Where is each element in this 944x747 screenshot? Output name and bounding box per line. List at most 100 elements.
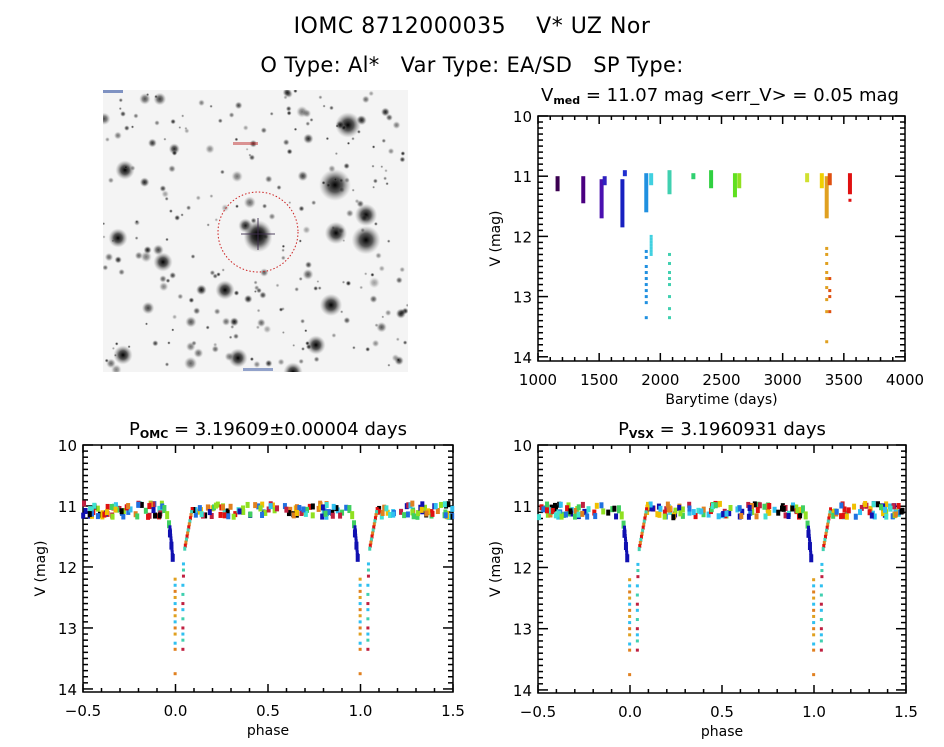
- phase-omc-y-tick-label: 11: [58, 498, 77, 516]
- star: [391, 354, 400, 362]
- phase-vsx-point: [762, 503, 767, 510]
- phase-vsx-x-tick-label: 0.0: [618, 703, 642, 721]
- phase-vsx-eclipse-point: [819, 627, 823, 631]
- star: [205, 144, 215, 154]
- star: [371, 164, 375, 168]
- phase-vsx-eclipse-point: [808, 547, 812, 552]
- phase-omc-point: [320, 504, 325, 511]
- star: [249, 357, 254, 362]
- star: [341, 280, 346, 284]
- phase-omc-eclipse-point: [181, 562, 185, 566]
- star: [147, 138, 157, 148]
- phase-vsx-eclipse-point: [628, 633, 632, 637]
- star: [360, 214, 369, 222]
- phase-vsx-point: [863, 500, 868, 507]
- lightcurve-point: [825, 298, 829, 302]
- phase-omc-eclipse-point: [173, 641, 177, 645]
- phase-omc-eclipse-point: [356, 555, 360, 560]
- phase-vsx-point: [881, 510, 886, 517]
- phase-vsx-point: [541, 506, 546, 513]
- star: [351, 188, 355, 192]
- phase-omc-eclipse-point: [372, 522, 376, 527]
- star: [130, 125, 135, 129]
- phase-omc-point: [218, 511, 223, 518]
- star: [256, 318, 266, 328]
- lightcurve-point-group: [805, 173, 810, 183]
- phase-omc-eclipse-point: [358, 577, 362, 581]
- phase-vsx-eclipse-point: [820, 562, 824, 566]
- lightcurve-point: [825, 340, 829, 344]
- star: [139, 177, 150, 188]
- star: [384, 309, 392, 317]
- phase-omc-point: [324, 513, 329, 520]
- phase-vsx-eclipse-point: [623, 528, 627, 533]
- lightcurve-point: [828, 289, 832, 293]
- star: [103, 222, 106, 226]
- finder-chart: [103, 90, 408, 372]
- phase-vsx-eclipse-point: [809, 553, 813, 558]
- star: [282, 90, 292, 97]
- star: [228, 335, 233, 340]
- phase-omc-eclipse-point: [355, 544, 359, 549]
- star: [164, 362, 170, 367]
- star: [159, 275, 167, 283]
- phase-vsx-point: [882, 506, 887, 513]
- star: [351, 136, 355, 141]
- phase-omc-eclipse-point: [347, 505, 352, 514]
- star: [127, 345, 131, 349]
- star: [402, 340, 408, 345]
- phase-omc-eclipse-point: [168, 528, 172, 533]
- phase-omc-y-tick-label: 10: [58, 437, 77, 455]
- phase-vsx-point: [696, 507, 701, 514]
- phase-vsx-eclipse-point: [643, 513, 647, 518]
- star: [154, 120, 160, 126]
- phase-omc-point: [410, 500, 415, 507]
- star: [286, 148, 293, 155]
- star: [345, 209, 354, 218]
- star: [283, 362, 303, 372]
- phase-vsx-point: [557, 510, 562, 517]
- phase-vsx-point: [776, 509, 781, 516]
- star: [213, 342, 218, 347]
- star: [221, 204, 229, 212]
- lightcurve-y-tick-label: 10: [513, 108, 532, 126]
- star: [380, 165, 384, 169]
- phase-omc-point: [157, 512, 162, 519]
- phase-vsx-point: [765, 509, 770, 516]
- phase-vsx-point: [706, 511, 711, 518]
- phase-vsx-eclipse-point: [628, 578, 632, 582]
- phase-omc-eclipse-point: [368, 546, 372, 551]
- phase-omc-point: [450, 505, 455, 512]
- spectral-type: SP Type:: [593, 53, 684, 77]
- phase-vsx-point: [713, 502, 718, 509]
- phase-vsx-point: [553, 512, 558, 519]
- lightcurve-y-axis-title: V (mag): [488, 210, 504, 266]
- phase-omc-chart: −0.5 0.0 0.5 1.0 1.5 10 11 12 13 14 phase V (mag): [33, 437, 465, 739]
- phase-omc-point: [104, 509, 109, 516]
- lightcurve-point-group: [709, 170, 714, 189]
- phase-omc-point: [109, 503, 114, 510]
- phase-vsx-eclipse-point: [637, 547, 641, 552]
- phase-vsx-point: [841, 512, 846, 519]
- phase-vsx-point: [585, 513, 590, 520]
- phase-omc-eclipse-point: [173, 620, 177, 624]
- star: [103, 264, 109, 271]
- phase-vsx-point: [559, 513, 564, 520]
- phase-omc-point: [299, 510, 304, 517]
- phase-omc-point: [399, 508, 404, 515]
- star: [399, 308, 406, 316]
- phase-vsx-eclipse-point: [829, 507, 833, 512]
- phase-vsx-point: [666, 506, 671, 513]
- phase-vsx-point: [710, 503, 715, 510]
- phase-vsx-point: [547, 507, 552, 514]
- phase-vsx-point: [657, 511, 662, 518]
- phase-vsx-point: [728, 504, 733, 511]
- phase-vsx-x-tick-label: −0.5: [520, 703, 556, 721]
- phase-vsx-point: [614, 513, 619, 520]
- lightcurve-point: [828, 295, 832, 299]
- phase-vsx-point: [896, 509, 901, 516]
- star: [229, 317, 239, 327]
- phase-vsx-point: [740, 508, 745, 515]
- star: [356, 129, 361, 134]
- phase-vsx-eclipse-point: [812, 578, 816, 582]
